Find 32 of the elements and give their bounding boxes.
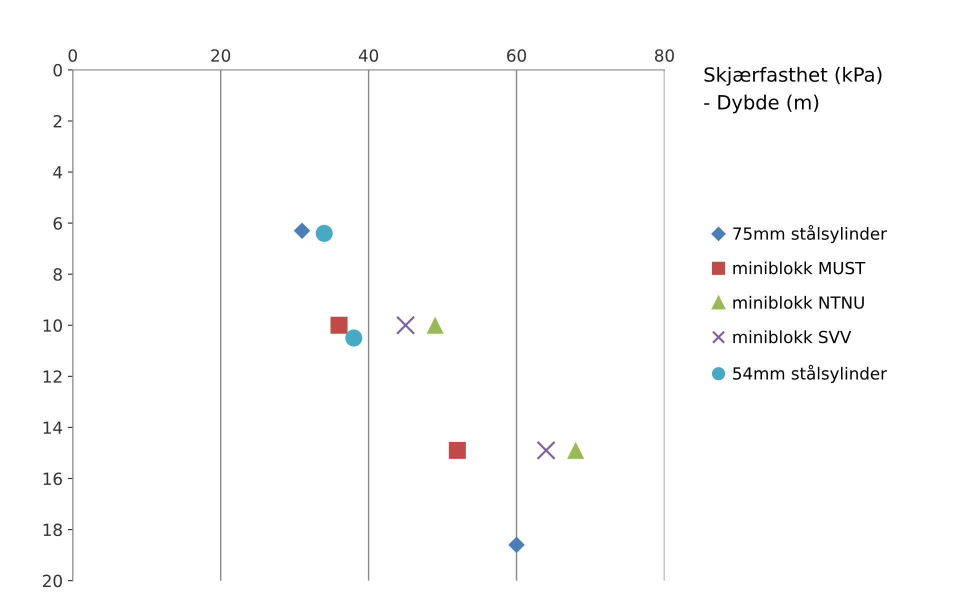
y-tick-label: 6 — [54, 217, 62, 230]
y-tick-label: 16 — [44, 472, 62, 486]
y-tick-label: 12 — [44, 370, 62, 383]
y-tick-label: 2 — [54, 114, 62, 128]
point — [426, 316, 444, 334]
legend-label: 54mm stålsylinder — [733, 364, 887, 383]
y-tick-label: 8 — [54, 268, 62, 281]
point — [330, 316, 348, 334]
text: Skjærfasthet (kPa) - Dybde (m) — [704, 66, 882, 114]
y-tick-label: 14 — [44, 422, 62, 434]
point — [396, 316, 416, 335]
point — [567, 442, 584, 459]
y-tick-label: 4 — [53, 166, 62, 178]
legend-label: miniblokk SVV — [733, 330, 852, 344]
x-tick-label: 0 — [68, 49, 77, 62]
y-tick-label: 0 — [54, 64, 62, 76]
point — [345, 330, 362, 347]
point — [536, 440, 556, 460]
y-tick-label: 18 — [44, 524, 62, 536]
x-tick-label: 40 — [358, 49, 378, 62]
point — [508, 536, 525, 554]
legend-label: 75mm stålsylinder — [733, 225, 887, 244]
point — [294, 222, 310, 240]
x-tick-label: 80 — [654, 49, 674, 62]
y-tick-label: 10 — [44, 319, 62, 332]
y-tick-label: 20 — [43, 574, 62, 588]
point — [448, 442, 466, 459]
x-tick-label: 60 — [507, 49, 526, 62]
x-tick-label: 20 — [211, 49, 230, 62]
legend-label: miniblokk NTNU — [733, 296, 864, 309]
point — [316, 224, 333, 242]
legend-label: miniblokk MUST — [733, 261, 866, 274]
